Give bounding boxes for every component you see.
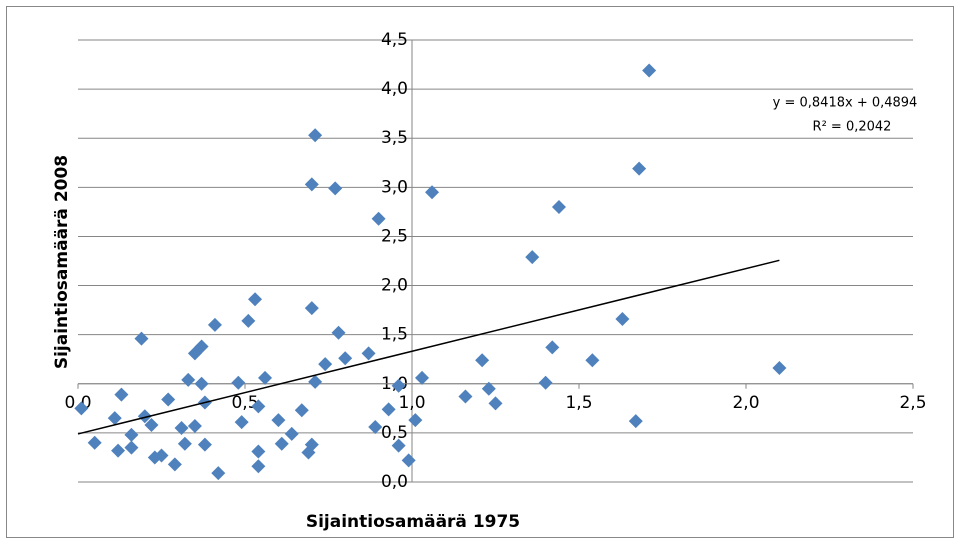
- point: [415, 370, 430, 385]
- x-tick-label: 0,5: [231, 393, 258, 413]
- y-tick-label: 4,5: [381, 30, 408, 50]
- point: [368, 419, 383, 434]
- trendline: [77, 259, 780, 435]
- point: [408, 413, 423, 428]
- point: [144, 418, 159, 433]
- point: [284, 426, 299, 441]
- point: [241, 313, 256, 328]
- x-tick-label: 1,5: [565, 393, 592, 413]
- point: [137, 409, 152, 424]
- point: [401, 453, 416, 468]
- point: [211, 466, 226, 481]
- point: [177, 436, 192, 451]
- point: [187, 419, 202, 434]
- y-tick-label: 0,0: [381, 472, 408, 492]
- point: [134, 331, 149, 346]
- point: [585, 353, 600, 368]
- point: [251, 444, 266, 459]
- point: [124, 427, 139, 442]
- point: [194, 376, 209, 391]
- point: [615, 311, 630, 326]
- x-tick-label: 1,0: [398, 393, 425, 413]
- y-tick-label: 0,5: [381, 423, 408, 443]
- y-tick-label: 3,5: [381, 128, 408, 148]
- point: [161, 392, 176, 407]
- point: [174, 420, 189, 435]
- point: [628, 414, 643, 429]
- y-tick-label: 4,0: [381, 79, 408, 99]
- point: [318, 357, 333, 372]
- point: [425, 185, 440, 200]
- point: [308, 374, 323, 389]
- point: [458, 389, 473, 404]
- y-tick-label: 2,5: [381, 226, 408, 246]
- point: [258, 370, 273, 385]
- point: [124, 440, 139, 455]
- point: [274, 436, 289, 451]
- point: [331, 325, 346, 340]
- chart-border: [6, 6, 954, 538]
- point: [488, 396, 503, 411]
- trendline-r2: R² = 0,2042: [813, 120, 892, 135]
- point: [525, 250, 540, 265]
- point: [194, 339, 209, 354]
- point: [772, 361, 787, 376]
- point: [181, 372, 196, 387]
- trendline-equation: y = 0,8418x + 0,4894: [773, 96, 918, 111]
- point: [231, 375, 246, 390]
- point: [251, 459, 266, 474]
- point: [538, 375, 553, 390]
- point: [338, 351, 353, 366]
- point: [391, 378, 406, 393]
- y-axis-title: Sijaintiosamäärä 2008: [52, 155, 72, 369]
- point: [371, 211, 386, 226]
- y-tick-label: 1,5: [381, 325, 408, 345]
- point: [304, 437, 319, 452]
- point: [545, 340, 560, 355]
- y-tick-label: 3,0: [381, 177, 408, 197]
- point: [328, 181, 343, 196]
- point: [154, 448, 169, 463]
- point: [271, 413, 286, 428]
- point: [551, 199, 566, 214]
- point: [481, 381, 496, 396]
- y-tick-label: 2,0: [381, 276, 408, 296]
- x-axis-title: Sijaintiosamäärä 1975: [306, 512, 520, 532]
- point: [207, 317, 222, 332]
- point: [391, 438, 406, 453]
- point: [642, 63, 657, 78]
- point: [248, 292, 263, 307]
- point: [114, 387, 129, 402]
- point: [107, 411, 122, 426]
- point: [111, 443, 126, 458]
- point: [632, 161, 647, 176]
- point: [74, 401, 89, 416]
- x-tick-label: 2,5: [899, 393, 926, 413]
- point: [234, 415, 249, 430]
- point: [167, 457, 182, 472]
- point: [304, 177, 319, 192]
- point: [197, 437, 212, 452]
- point: [381, 402, 396, 417]
- point: [304, 301, 319, 316]
- point: [251, 399, 266, 414]
- point: [87, 435, 102, 450]
- point: [294, 403, 309, 418]
- point: [361, 346, 376, 361]
- x-tick-label: 2,0: [732, 393, 759, 413]
- point: [308, 128, 323, 143]
- point: [475, 353, 490, 368]
